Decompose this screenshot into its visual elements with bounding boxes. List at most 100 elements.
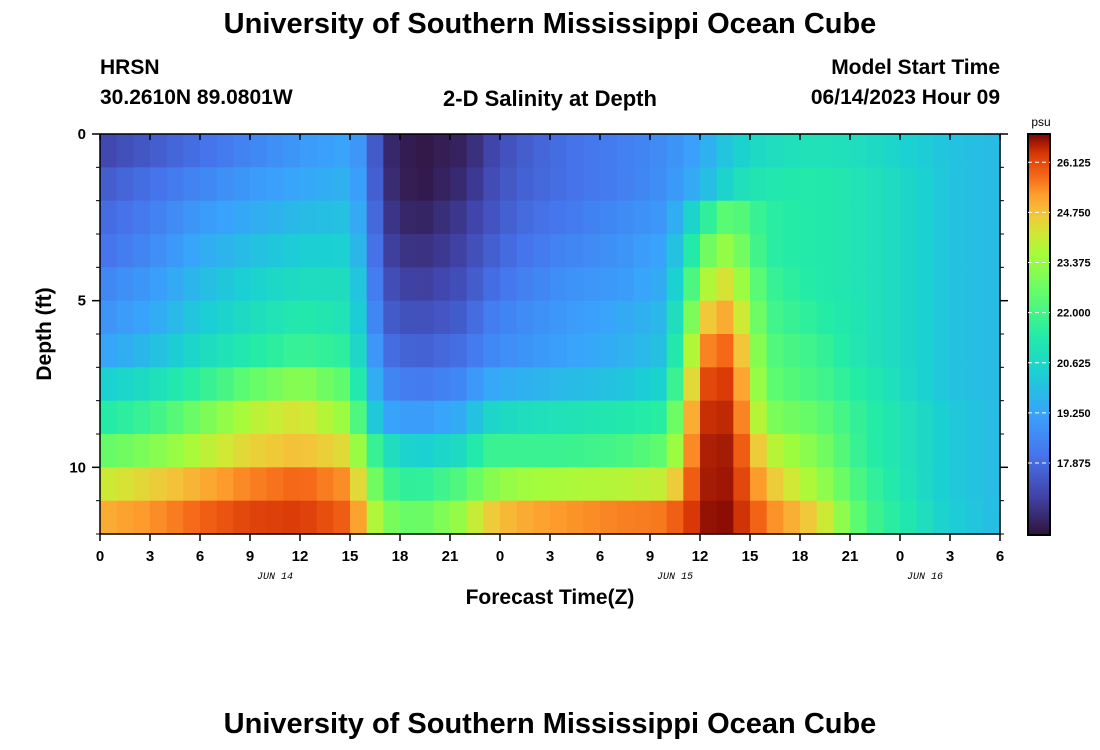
heatmap-cell — [316, 300, 334, 335]
heatmap-cell — [450, 234, 468, 268]
heatmap-cell — [816, 167, 834, 202]
x-axis-title: Forecast Time(Z) — [466, 586, 635, 609]
heatmap-cell — [233, 300, 251, 335]
heatmap-cell — [416, 400, 434, 435]
heatmap-cell — [683, 267, 701, 302]
heatmap-cell — [466, 434, 484, 468]
heatmap-cell — [933, 367, 951, 402]
heatmap-cell — [466, 334, 484, 368]
heatmap-cell — [600, 467, 618, 502]
heatmap-cell — [783, 200, 801, 235]
heatmap-cell — [516, 200, 534, 235]
heatmap-cell — [966, 234, 984, 268]
heatmap-cell — [966, 334, 984, 368]
heatmap-cell — [816, 234, 834, 268]
heatmap-cell — [666, 234, 684, 268]
heatmap-cell — [416, 167, 434, 202]
heatmap-cell — [366, 267, 384, 302]
heatmap-cell — [916, 234, 934, 268]
heatmap-cell — [983, 200, 1001, 235]
heatmap-cell — [916, 334, 934, 368]
heatmap-cell — [400, 200, 418, 235]
heatmap-cell — [566, 300, 584, 335]
heatmap-cell — [950, 167, 968, 202]
x-tick-label: 12 — [292, 548, 309, 565]
heatmap-cell — [750, 500, 768, 535]
heatmap-cell — [966, 300, 984, 335]
heatmap-cell — [133, 134, 151, 168]
heatmap-cell — [433, 400, 451, 435]
heatmap-cell — [683, 300, 701, 335]
heatmap-cell — [716, 134, 734, 168]
heatmap-cell — [750, 134, 768, 168]
heatmap-cell — [250, 300, 268, 335]
heatmap-cell — [150, 234, 168, 268]
x-axis: 0 3 6 9 12 15 18 21 0 3 6 9 12 15 18 21 0 3 6 — [96, 134, 1004, 565]
heatmap-cell — [116, 400, 134, 435]
heatmap-cell — [416, 500, 434, 535]
heatmap-cell — [333, 234, 351, 268]
heatmap-cell — [300, 134, 318, 168]
colorbar-tick-label: 24.750 — [1057, 207, 1091, 219]
heatmap-cell — [566, 434, 584, 468]
heatmap-cell — [550, 400, 568, 435]
heatmap-cell — [533, 467, 551, 502]
heatmap-cell — [400, 167, 418, 202]
heatmap-cell — [633, 334, 651, 368]
heatmap-cell — [516, 234, 534, 268]
heatmap-cell — [250, 400, 268, 435]
heatmap-cell — [250, 500, 268, 535]
heatmap-cell — [583, 400, 601, 435]
heatmap-cell — [166, 400, 184, 435]
heatmap-cell — [300, 367, 318, 402]
heatmap-cell — [933, 434, 951, 468]
heatmap-cell — [250, 334, 268, 368]
heatmap-cell — [550, 234, 568, 268]
heatmap-cell — [550, 434, 568, 468]
heatmap-cell — [733, 267, 751, 302]
heatmap-cell — [300, 434, 318, 468]
heatmap-cell — [766, 300, 784, 335]
heatmap-cell — [500, 434, 518, 468]
heatmap-cell — [100, 367, 118, 402]
heatmap-cell — [833, 134, 851, 168]
heatmap-cell — [800, 300, 818, 335]
heatmap-cell — [916, 434, 934, 468]
heatmap-cell — [566, 134, 584, 168]
heatmap-cell — [933, 267, 951, 302]
heatmap-cell — [850, 134, 868, 168]
heatmap-cell — [783, 234, 801, 268]
heatmap-cell — [216, 434, 234, 468]
colorbar-tick-label: 17.875 — [1057, 458, 1091, 470]
heatmap-cell — [600, 234, 618, 268]
heatmap-cell — [800, 134, 818, 168]
heatmap-cell — [450, 200, 468, 235]
heatmap-cell — [850, 234, 868, 268]
heatmap-cell — [833, 234, 851, 268]
heatmap-cell — [416, 367, 434, 402]
heatmap-cell — [133, 500, 151, 535]
heatmap-cell — [450, 300, 468, 335]
heatmap-cell — [133, 367, 151, 402]
heatmap-cell — [150, 500, 168, 535]
heatmap-cell — [350, 400, 368, 435]
heatmap-cell — [650, 134, 668, 168]
heatmap-cells — [100, 134, 1001, 535]
heatmap-cell — [700, 467, 718, 502]
heatmap-cell — [683, 200, 701, 235]
heatmap-cell — [233, 267, 251, 302]
x-tick-label: 21 — [842, 548, 859, 565]
heatmap-cell — [216, 300, 234, 335]
heatmap-cell — [966, 134, 984, 168]
heatmap-cell — [316, 434, 334, 468]
heatmap-cell — [950, 367, 968, 402]
heatmap-cell — [783, 300, 801, 335]
heatmap-cell — [566, 167, 584, 202]
heatmap-cell — [616, 367, 634, 402]
colorbar-tick-label: 19.250 — [1057, 408, 1091, 420]
heatmap-cell — [383, 500, 401, 535]
heatmap-cell — [866, 400, 884, 435]
heatmap-cell — [450, 400, 468, 435]
heatmap-cell — [216, 467, 234, 502]
heatmap-cell — [716, 234, 734, 268]
